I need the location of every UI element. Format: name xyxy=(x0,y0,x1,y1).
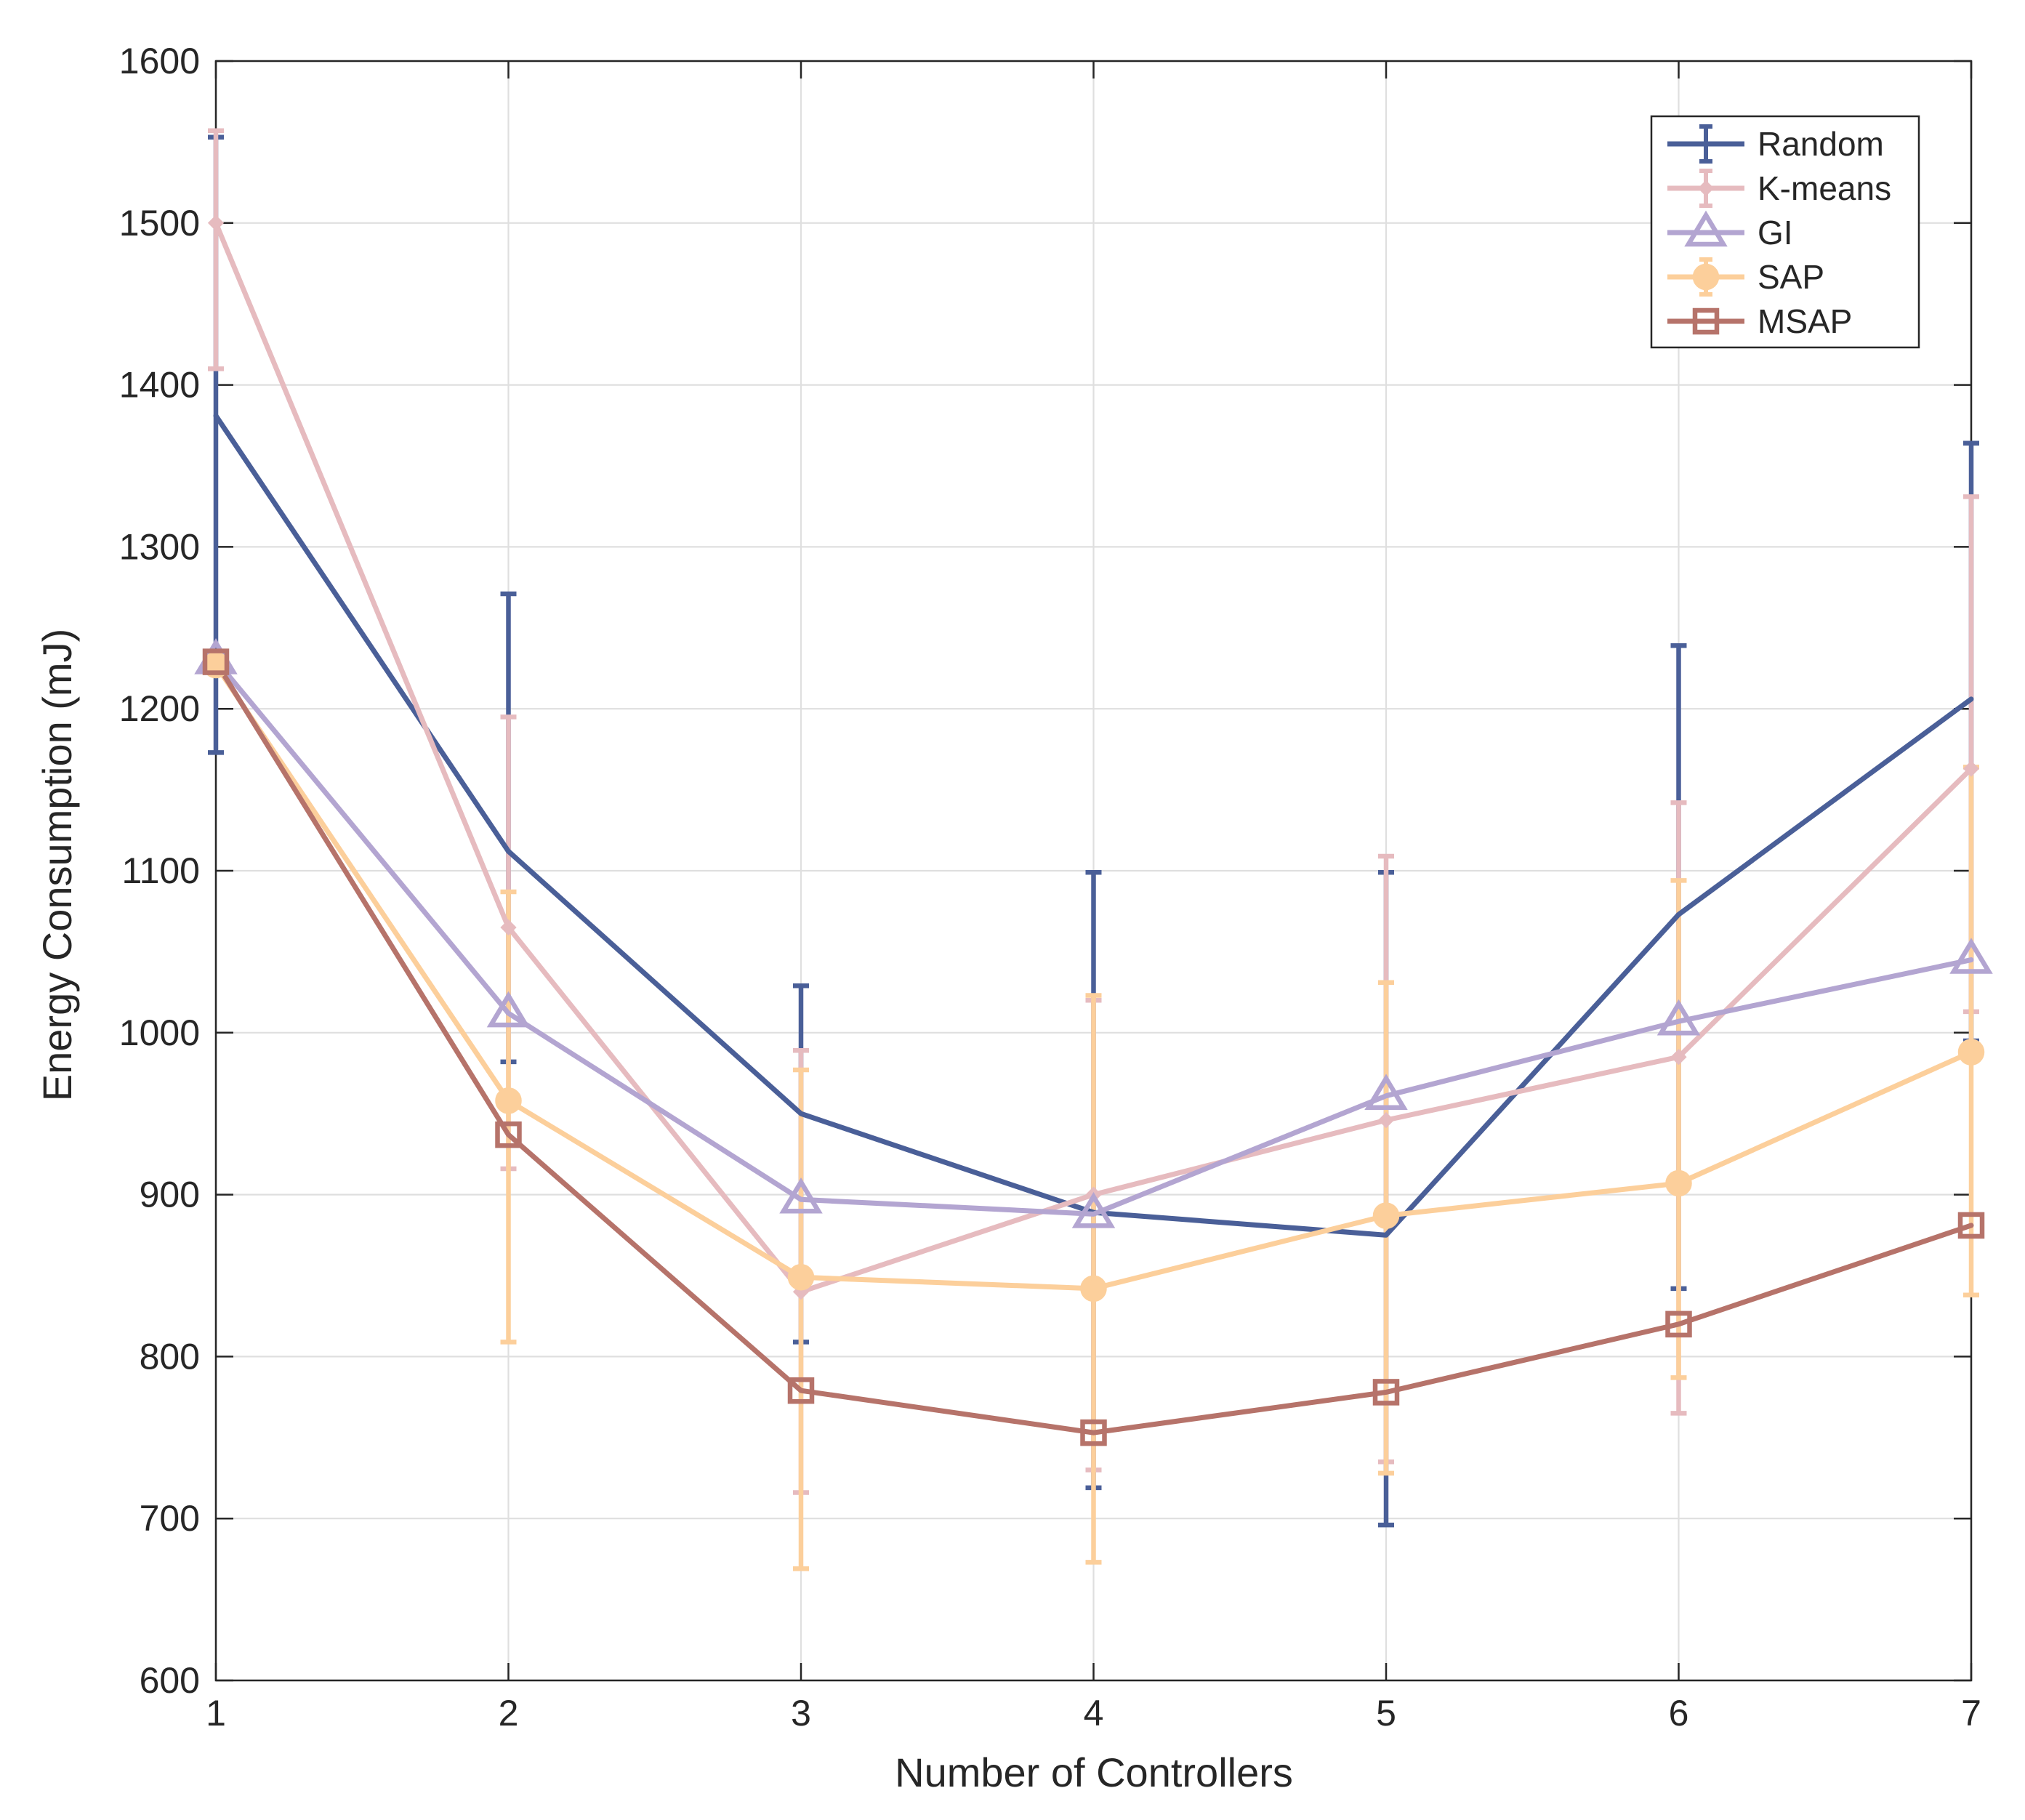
x-axis-label: Number of Controllers xyxy=(895,1749,1293,1795)
data-point-gi xyxy=(1071,1192,1116,1228)
x-tick-label: 6 xyxy=(1669,1693,1689,1734)
legend-label-gi: GI xyxy=(1758,214,1793,251)
data-point-gi xyxy=(779,1177,823,1214)
legend-entry-random: Random xyxy=(1667,124,1884,164)
data-point-sap xyxy=(787,1263,815,1291)
x-tick-labels: 1 2 3 4 5 6 7 xyxy=(206,1693,1981,1734)
y-tick-label: 1400 xyxy=(119,365,200,406)
x-tick-label: 5 xyxy=(1376,1693,1396,1734)
y-tick-label: 900 xyxy=(140,1175,200,1215)
series-line-gi xyxy=(213,657,1974,1217)
errorbar-sap xyxy=(1670,878,1687,1380)
x-tick-label: 7 xyxy=(1961,1693,1981,1734)
y-tick-label: 600 xyxy=(140,1660,200,1701)
y-tick-label: 1100 xyxy=(121,850,200,891)
errorbar-sap xyxy=(500,889,517,1345)
data-point-msap xyxy=(1665,1310,1692,1338)
data-point-gi xyxy=(1656,999,1701,1036)
y-tick-label: 1500 xyxy=(119,203,200,243)
legend-entry-k-means: K-means xyxy=(1667,169,1891,208)
legend-marker-sap xyxy=(1692,263,1720,291)
legend-label-k-means: K-means xyxy=(1758,169,1891,207)
y-tick-label: 1200 xyxy=(119,688,200,729)
y-tick-label: 1600 xyxy=(119,41,200,81)
legend-label-sap: SAP xyxy=(1758,258,1824,296)
y-tick-label: 1000 xyxy=(119,1012,200,1053)
data-point-sap xyxy=(1957,1039,1985,1066)
legend-marker-gi xyxy=(1684,210,1728,247)
data-point-sap xyxy=(1080,1275,1107,1302)
data-point-k-means xyxy=(1962,760,1980,777)
errorbar-sap xyxy=(793,1067,809,1571)
data-point-k-means xyxy=(500,919,517,936)
y-tick-labels: 600 700 800 900 1000 1100 1200 1300 1400 1500 1600 xyxy=(119,41,200,1701)
data-point-msap xyxy=(787,1377,815,1404)
data-point-gi xyxy=(1949,938,1993,974)
data-point-sap xyxy=(1372,1202,1400,1229)
legend-label-random: Random xyxy=(1758,125,1884,163)
legend: Random K-means GI SAP MSAP xyxy=(1650,115,1920,349)
data-point-msap xyxy=(1080,1419,1107,1446)
legend-label-msap: MSAP xyxy=(1758,302,1852,340)
errorbar-k-means xyxy=(208,128,224,371)
data-point-k-means xyxy=(1670,1049,1687,1066)
data-point-k-means xyxy=(207,214,225,231)
data-point-sap xyxy=(495,1087,522,1114)
x-tick-label: 3 xyxy=(791,1693,811,1734)
x-tick-label: 4 xyxy=(1084,1693,1104,1734)
legend-entry-gi: GI xyxy=(1667,210,1793,251)
x-tick-label: 2 xyxy=(499,1693,519,1734)
legend-entry-msap: MSAP xyxy=(1667,302,1852,340)
data-point-gi xyxy=(486,991,531,1028)
y-tick-label: 700 xyxy=(140,1498,200,1539)
y-tick-label: 1300 xyxy=(119,526,200,567)
data-point-msap xyxy=(495,1121,522,1148)
y-axis-label: Energy Consumption (mJ) xyxy=(34,629,80,1101)
x-tick-label: 1 xyxy=(206,1693,226,1734)
series-line-msap xyxy=(213,659,1974,1436)
series-markers xyxy=(194,214,1993,1446)
data-point-msap xyxy=(1957,1212,1985,1239)
legend-entry-sap: SAP xyxy=(1667,257,1824,297)
data-point-sap xyxy=(1665,1169,1692,1197)
legend-marker-msap xyxy=(1692,307,1720,335)
data-point-gi xyxy=(1364,1074,1408,1110)
legend-marker-k-means xyxy=(1697,180,1715,197)
y-tick-label: 800 xyxy=(140,1336,200,1377)
data-point-k-means xyxy=(1377,1111,1395,1129)
data-point-msap xyxy=(202,648,230,675)
tick-marks xyxy=(214,60,1973,1682)
data-point-msap xyxy=(1372,1379,1400,1406)
